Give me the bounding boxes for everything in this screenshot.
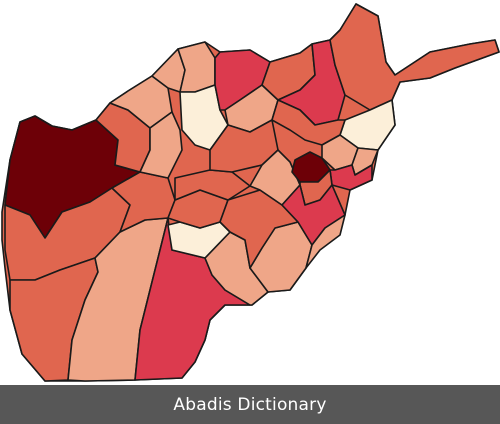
footer-caption: Abadis Dictionary [173, 394, 327, 415]
footer-bar: Abadis Dictionary [0, 385, 500, 424]
province-khost [305, 214, 346, 269]
province-balkh [177, 41, 216, 93]
afghanistan-province-map [1, 3, 500, 382]
province-sarepol [139, 111, 183, 179]
province-badakhshan-east [329, 3, 500, 111]
map-area [1, 3, 500, 382]
